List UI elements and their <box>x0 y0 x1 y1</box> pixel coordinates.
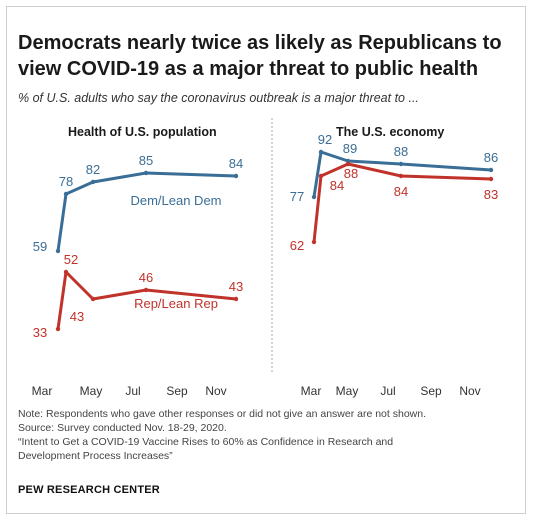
x-tick-label-health-may: May <box>80 384 103 398</box>
x-tick-label-economy-jul: Jul <box>380 384 395 398</box>
report-title-line: “Intent to Get a COVID-19 Vaccine Rises … <box>18 436 394 448</box>
panel-title-economy: The U.S. economy <box>336 125 445 139</box>
series-label-dem: Dem/Lean Dem <box>130 193 221 208</box>
data-point-economy-rep <box>345 161 351 167</box>
source-line: Source: Survey conducted Nov. 18-29, 202… <box>18 422 227 434</box>
data-label-economy-dem: 89 <box>343 141 357 156</box>
report-title-line-cont: Development Process Increases” <box>18 450 173 462</box>
pew-logo: PEW RESEARCH CENTER <box>18 484 160 496</box>
data-point-health-dem <box>63 191 69 197</box>
data-label-health-dem: 59 <box>33 239 47 254</box>
data-point-economy-dem <box>311 194 317 200</box>
data-point-economy-dem <box>488 167 494 173</box>
data-point-health-rep <box>63 269 69 275</box>
data-point-health-dem <box>55 248 61 254</box>
data-point-economy-dem <box>318 149 324 155</box>
x-tick-label-health-nov: Nov <box>205 384 226 398</box>
x-tick-label-health-mar: Mar <box>32 384 53 398</box>
data-label-health-rep: 33 <box>33 325 47 340</box>
data-point-economy-rep <box>398 173 404 179</box>
data-point-health-rep <box>55 326 61 332</box>
data-label-health-rep: 52 <box>64 252 78 267</box>
data-label-health-dem: 84 <box>229 156 243 171</box>
chart-subtitle: % of U.S. adults who say the coronavirus… <box>18 91 419 105</box>
x-tick-label-economy-mar: Mar <box>301 384 322 398</box>
x-tick-label-health-jul: Jul <box>125 384 140 398</box>
panel-title-health: Health of U.S. population <box>68 125 217 139</box>
note-line: Note: Respondents who gave other respons… <box>18 408 426 420</box>
data-label-economy-rep: 84 <box>394 184 408 199</box>
series-line-health-dem <box>56 171 238 253</box>
data-label-health-rep: 46 <box>139 270 153 285</box>
data-point-health-rep <box>143 287 149 293</box>
data-point-health-rep <box>90 296 96 302</box>
x-tick-label-economy-sep: Sep <box>420 384 442 398</box>
data-point-health-dem <box>233 173 239 179</box>
data-label-health-dem: 82 <box>86 162 100 177</box>
data-label-health-dem: 78 <box>59 174 73 189</box>
data-label-economy-rep: 84 <box>330 178 344 193</box>
data-label-economy-dem: 77 <box>290 189 304 204</box>
x-tick-label-economy-may: May <box>336 384 359 398</box>
data-point-economy-rep <box>488 176 494 182</box>
data-label-health-dem: 85 <box>139 153 153 168</box>
data-point-health-rep <box>233 296 239 302</box>
data-label-economy-dem: 86 <box>484 150 498 165</box>
series-label-rep: Rep/Lean Rep <box>134 296 218 311</box>
data-label-economy-rep: 88 <box>344 166 358 181</box>
data-label-economy-rep: 83 <box>484 187 498 202</box>
data-label-economy-dem: 92 <box>318 132 332 147</box>
data-point-economy-rep <box>311 239 317 245</box>
data-point-economy-rep <box>318 173 324 179</box>
data-point-health-dem <box>143 170 149 176</box>
data-point-economy-dem <box>398 161 404 167</box>
data-label-economy-rep: 62 <box>290 238 304 253</box>
x-tick-label-economy-nov: Nov <box>459 384 480 398</box>
chart-notes: Note: Respondents who gave other respons… <box>18 407 518 463</box>
x-tick-label-health-sep: Sep <box>166 384 188 398</box>
chart-title: Democrats nearly twice as likely as Repu… <box>18 32 502 80</box>
data-label-health-rep: 43 <box>70 309 84 324</box>
figure-frame <box>6 6 526 514</box>
data-label-health-rep: 43 <box>229 279 243 294</box>
data-label-economy-dem: 88 <box>394 144 408 159</box>
data-point-health-dem <box>90 179 96 185</box>
